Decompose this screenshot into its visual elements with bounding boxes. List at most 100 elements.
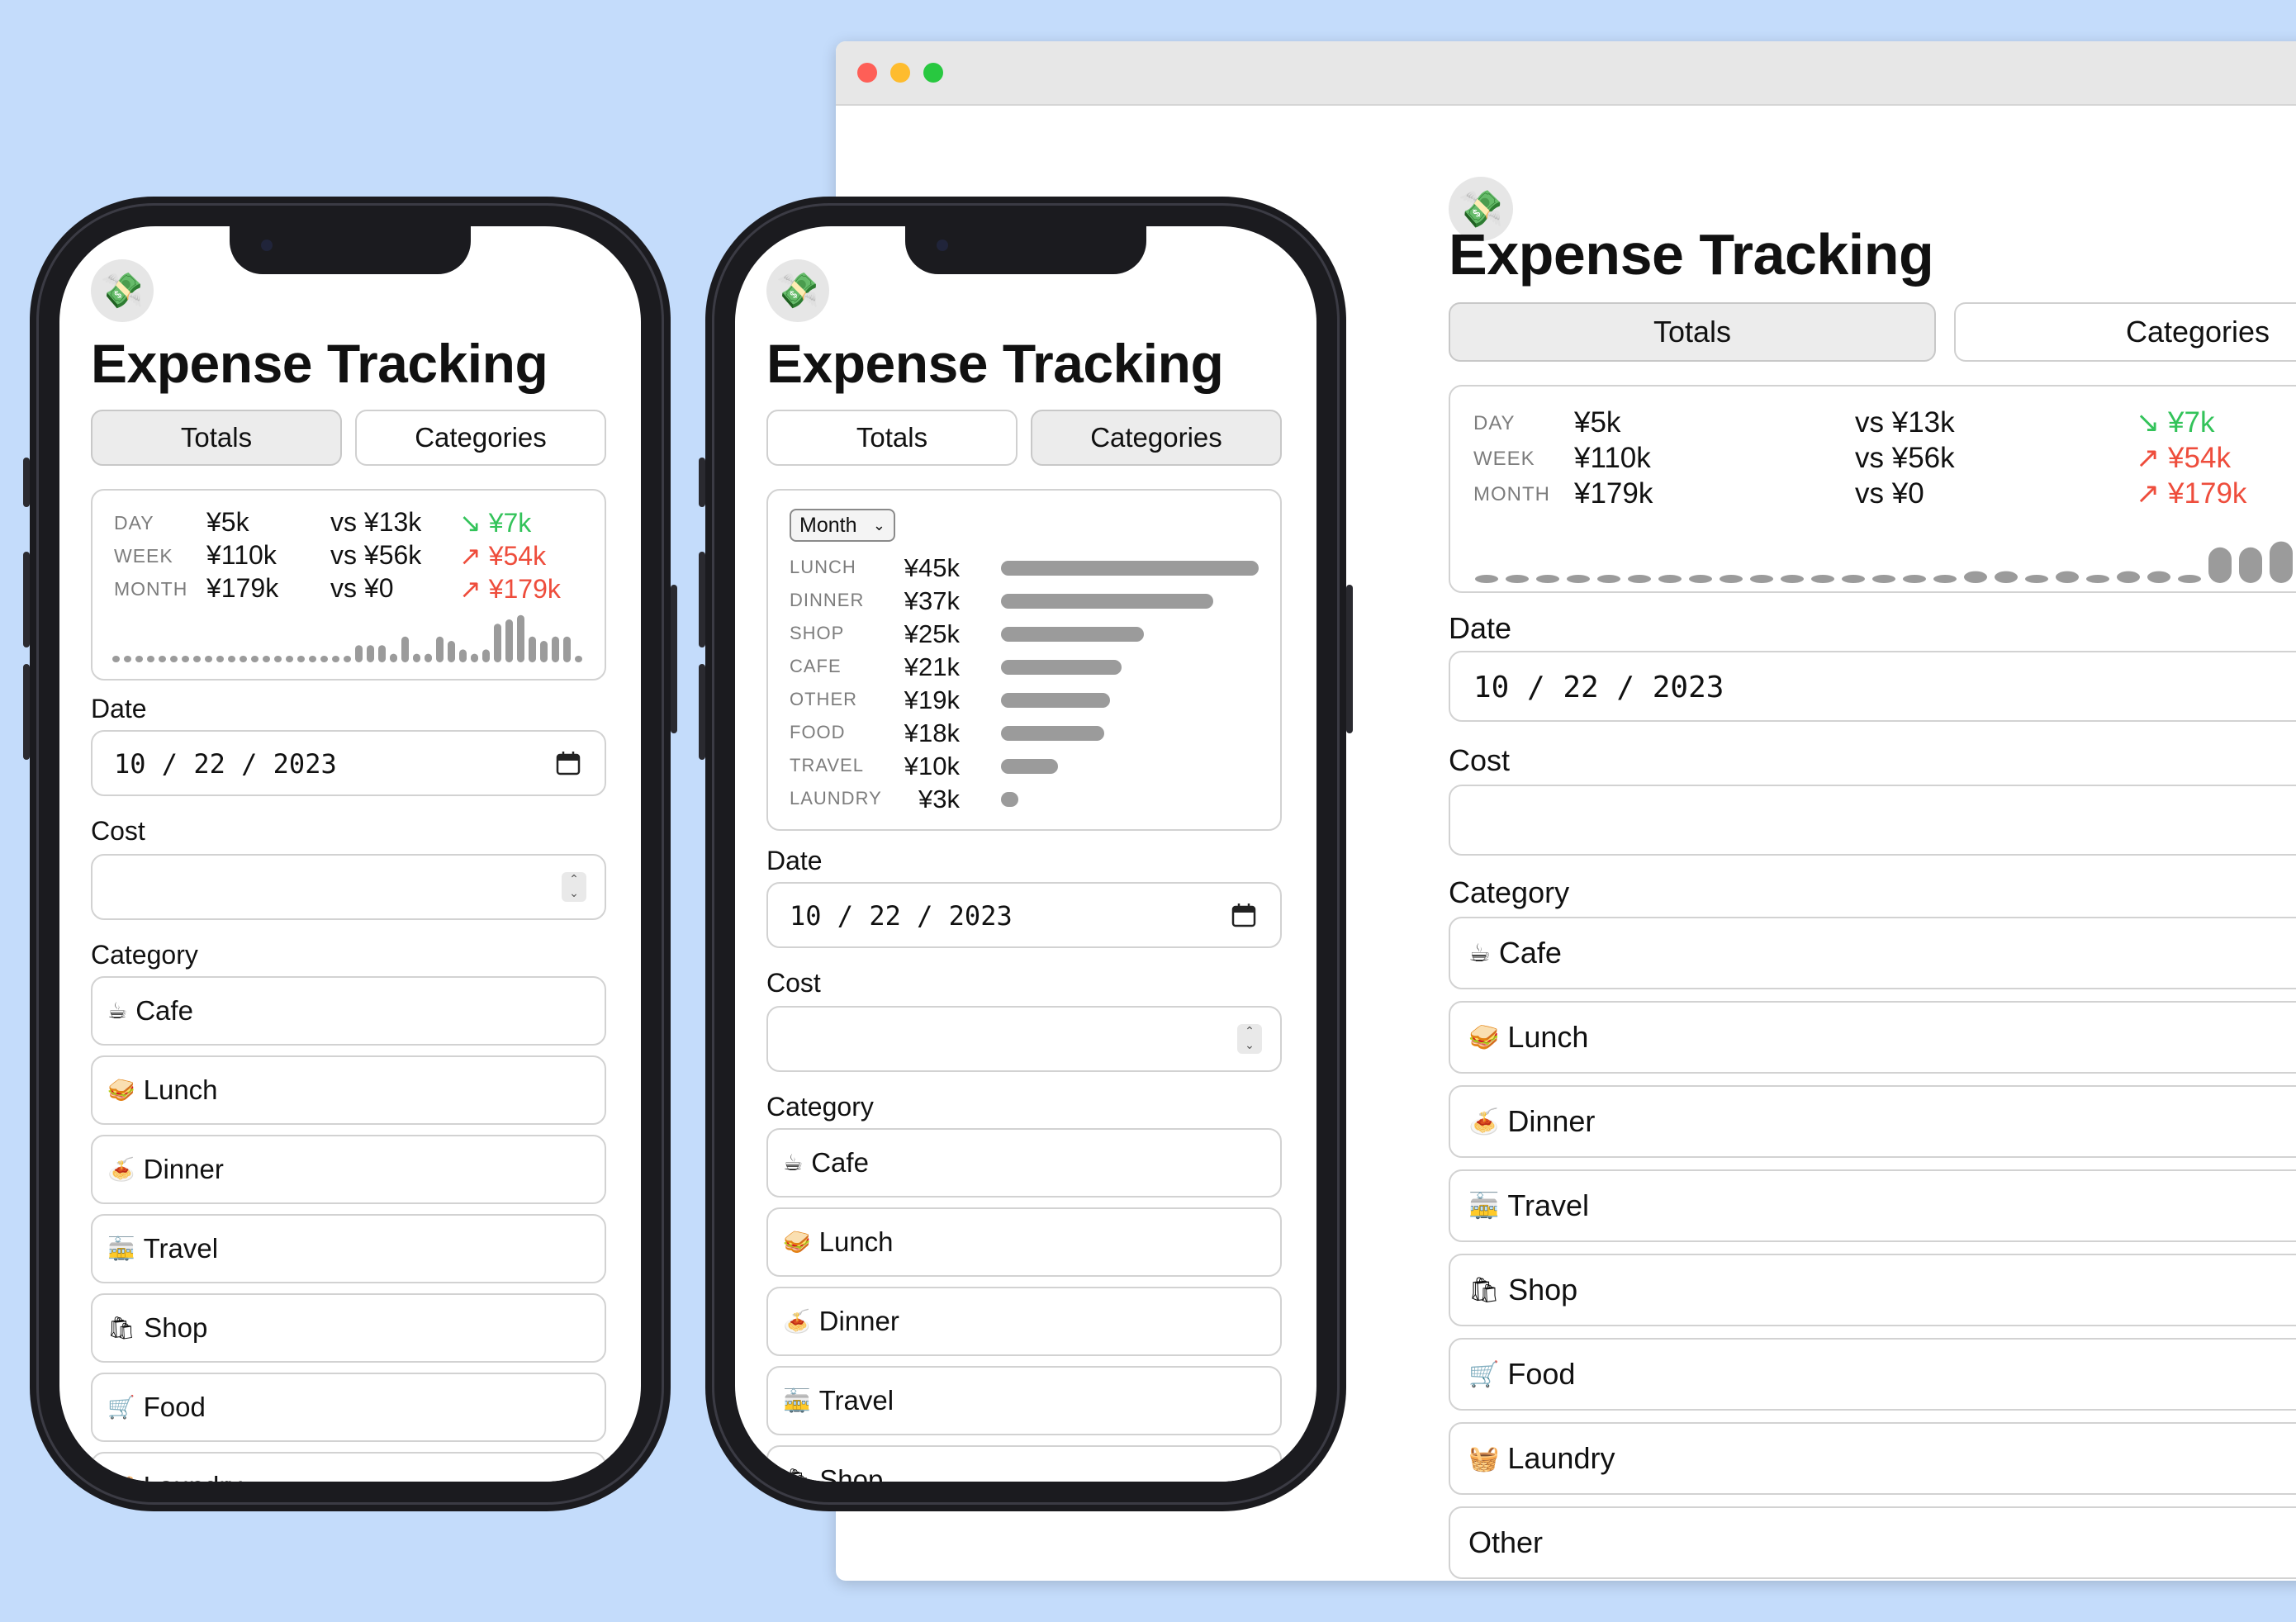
category-option-cafe[interactable]: ☕ Cafe — [766, 1128, 1282, 1198]
sparkline-bar — [112, 656, 120, 662]
category-option-dinner[interactable]: 🍝 Dinner — [1449, 1085, 2296, 1158]
sparkline-bar — [378, 645, 386, 662]
period-select-value: Month — [799, 513, 857, 537]
chart-value-label: ¥21k — [904, 652, 960, 681]
category-option-shop[interactable]: 🛍 Shop — [91, 1293, 606, 1363]
stepper-icon[interactable]: ⌃ ⌄ — [562, 872, 586, 902]
totals-row-comparison: vs ¥56k — [330, 540, 422, 570]
totals-row-label: MONTH — [1473, 483, 1550, 505]
phone-volume-up — [699, 552, 705, 647]
category-option-lunch[interactable]: 🥪 Lunch — [766, 1207, 1282, 1277]
tram-icon: 🚋 — [1468, 1192, 1500, 1220]
chart-value-label: ¥25k — [904, 619, 960, 648]
tab-totals[interactable]: Totals — [766, 410, 1018, 466]
sparkline-bar — [309, 656, 316, 662]
sparkline-bar — [205, 656, 212, 662]
spaghetti-icon: 🍝 — [107, 1157, 135, 1182]
chart-bar — [1001, 627, 1145, 642]
category-option-cafe[interactable]: ☕ Cafe — [1449, 917, 2296, 989]
category-option-lunch[interactable]: 🥪 Lunch — [1449, 1001, 2296, 1074]
cost-label: Cost — [1449, 743, 1511, 777]
sparkline-bar — [2178, 575, 2201, 583]
date-field[interactable]: 10 / 22 / 2023 — [1449, 651, 2296, 722]
phone-notch — [905, 226, 1146, 274]
date-label: Date — [1449, 611, 1512, 645]
category-option-label: Travel — [1507, 1188, 1590, 1222]
basket-icon: 🧺 — [107, 1473, 135, 1482]
category-option-travel[interactable]: 🚋 Travel — [91, 1214, 606, 1283]
category-option-laundry[interactable]: 🧺Laundry — [1449, 1422, 2296, 1495]
sparkline-bar — [263, 656, 270, 662]
category-option-label: Cafe — [811, 1147, 869, 1178]
totals-row-comparison: vs ¥56k — [1855, 442, 1955, 474]
totals-row-label: MONTH — [114, 578, 188, 600]
tab-categories[interactable]: Categories — [1031, 410, 1282, 466]
close-window-button[interactable] — [857, 63, 877, 83]
category-option-shop[interactable]: 🛍 Shop — [766, 1445, 1282, 1482]
calendar-icon[interactable] — [1231, 902, 1257, 928]
sparkline-bar — [216, 656, 224, 662]
desktop-content: 💸 Expense Tracking Totals Categories DAY… — [836, 106, 2296, 1581]
tab-totals[interactable]: Totals — [91, 410, 342, 466]
totals-card: DAY ¥5k vs ¥13k ↘ ¥7k WEEK ¥110k vs ¥56k ↗ ¥54k… — [1449, 385, 2296, 593]
date-field[interactable]: 10 / 22 / 2023 — [91, 730, 606, 796]
stepper-icon[interactable]: ⌃ ⌄ — [1237, 1024, 1262, 1054]
shopping-cart-icon: 🛒 — [1468, 1360, 1500, 1388]
phone-rim — [712, 203, 1340, 1505]
sparkline-bar — [344, 656, 351, 662]
sparkline-bar — [297, 656, 305, 662]
category-chart-card: Month ⌄ LUNCH ¥45k DINNER ¥37k SHOP ¥25k CAFE ¥… — [766, 489, 1282, 831]
category-option-lunch[interactable]: 🥪 Lunch — [91, 1055, 606, 1125]
sparkline-bar — [2117, 571, 2140, 583]
category-option-travel[interactable]: 🚋 Travel — [766, 1366, 1282, 1435]
sparkline-bar — [505, 619, 513, 662]
totals-row-label: DAY — [114, 512, 154, 534]
phone-volume-down — [699, 664, 705, 760]
calendar-icon[interactable] — [555, 750, 581, 776]
sparkline-bar — [367, 645, 374, 662]
page-title: Expense Tracking — [1449, 222, 1934, 287]
sparkline-bar — [274, 656, 282, 662]
category-option-label: Cafe — [1498, 936, 1562, 970]
tab-categories[interactable]: Categories — [1954, 302, 2296, 362]
chart-value-label: ¥19k — [904, 685, 960, 714]
category-option-dinner[interactable]: 🍝 Dinner — [91, 1135, 606, 1204]
category-option-label: Shop — [1508, 1273, 1578, 1307]
totals-row-comparison: vs ¥13k — [1855, 406, 1955, 439]
tab-categories[interactable]: Categories — [355, 410, 606, 466]
category-option-other[interactable]: Other — [1449, 1506, 2296, 1579]
zoom-window-button[interactable] — [923, 63, 943, 83]
sparkline-bar — [170, 656, 178, 662]
category-option-label: Travel — [143, 1233, 219, 1264]
category-option-label: Travel — [818, 1385, 894, 1416]
category-option-dinner[interactable]: 🍝 Dinner — [766, 1287, 1282, 1356]
totals-row-delta: ↗ ¥179k — [459, 574, 561, 604]
chart-bar — [1001, 759, 1059, 774]
chart-value-label: ¥18k — [904, 719, 960, 747]
category-option-cafe[interactable]: ☕ Cafe — [91, 976, 606, 1046]
period-select[interactable]: Month ⌄ — [790, 509, 895, 542]
category-option-travel[interactable]: 🚋 Travel — [1449, 1169, 2296, 1242]
category-option-food[interactable]: 🛒 Food — [1449, 1338, 2296, 1411]
category-option-label: Cafe — [135, 995, 193, 1026]
category-option-laundry[interactable]: 🧺Laundry — [91, 1452, 606, 1482]
totals-row-value: ¥5k — [206, 507, 249, 537]
category-option-food[interactable]: 🛒 Food — [91, 1373, 606, 1442]
phone-power — [1346, 585, 1353, 733]
cost-field[interactable]: ⌃ ⌄ — [766, 1006, 1282, 1072]
cost-field[interactable]: ⌃ ⌄ — [91, 854, 606, 920]
sparkline-bar — [482, 649, 490, 662]
date-field[interactable]: 10 / 22 / 2023 — [766, 882, 1282, 948]
category-option-label: Food — [143, 1392, 206, 1422]
chart-bar — [1001, 792, 1018, 807]
tab-totals[interactable]: Totals — [1449, 302, 1936, 362]
app-icon: 💸 — [766, 259, 829, 322]
phone-screen: 💸 Expense Tracking Totals Categories Mon… — [735, 226, 1316, 1482]
sparkline-bar — [1903, 575, 1926, 583]
shopping-bags-icon: 🛍 — [783, 1468, 812, 1482]
category-option-shop[interactable]: 🛍 Shop — [1449, 1254, 2296, 1326]
minimize-window-button[interactable] — [890, 63, 910, 83]
cost-field[interactable] — [1449, 785, 2296, 856]
phone-rim — [36, 203, 664, 1505]
sparkline-bar — [1811, 575, 1834, 583]
